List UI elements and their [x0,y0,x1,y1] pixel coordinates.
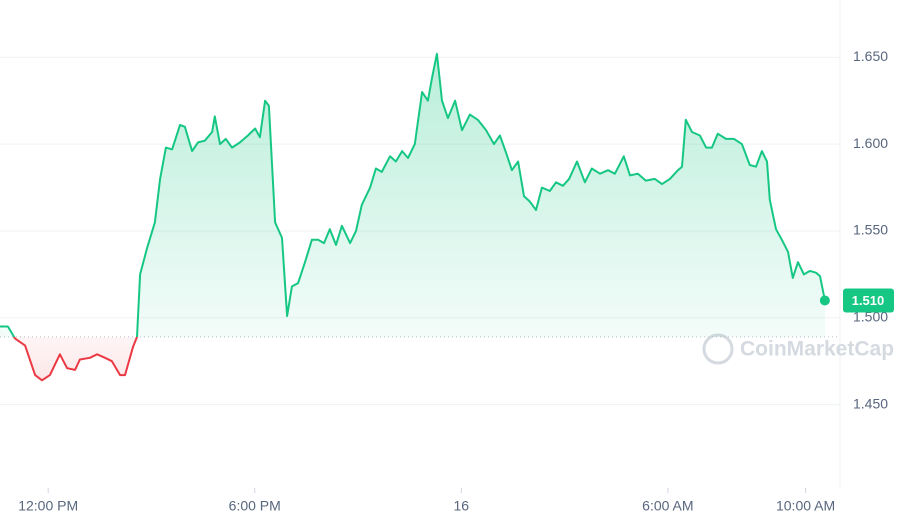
x-tick-label: 6:00 PM [229,498,281,514]
x-tick-label: 12:00 PM [18,498,78,514]
price-tag-label: 1.510 [852,293,885,308]
y-tick-label: 1.600 [853,135,888,151]
y-tick-label: 1.450 [853,395,888,411]
last-point [819,295,830,306]
y-tick-label: 1.550 [853,222,888,238]
x-tick-label: 16 [454,498,470,514]
y-tick-label: 1.650 [853,48,888,64]
watermark-logo [702,333,734,365]
x-tick-label: 10:00 AM [776,498,835,514]
price-line [0,52,826,382]
y-tick-label: 1.500 [853,309,888,325]
watermark: CoinMarketCap [740,338,894,361]
x-tick-label: 6:00 AM [642,498,693,514]
price-tag [843,288,894,313]
area [0,53,825,381]
